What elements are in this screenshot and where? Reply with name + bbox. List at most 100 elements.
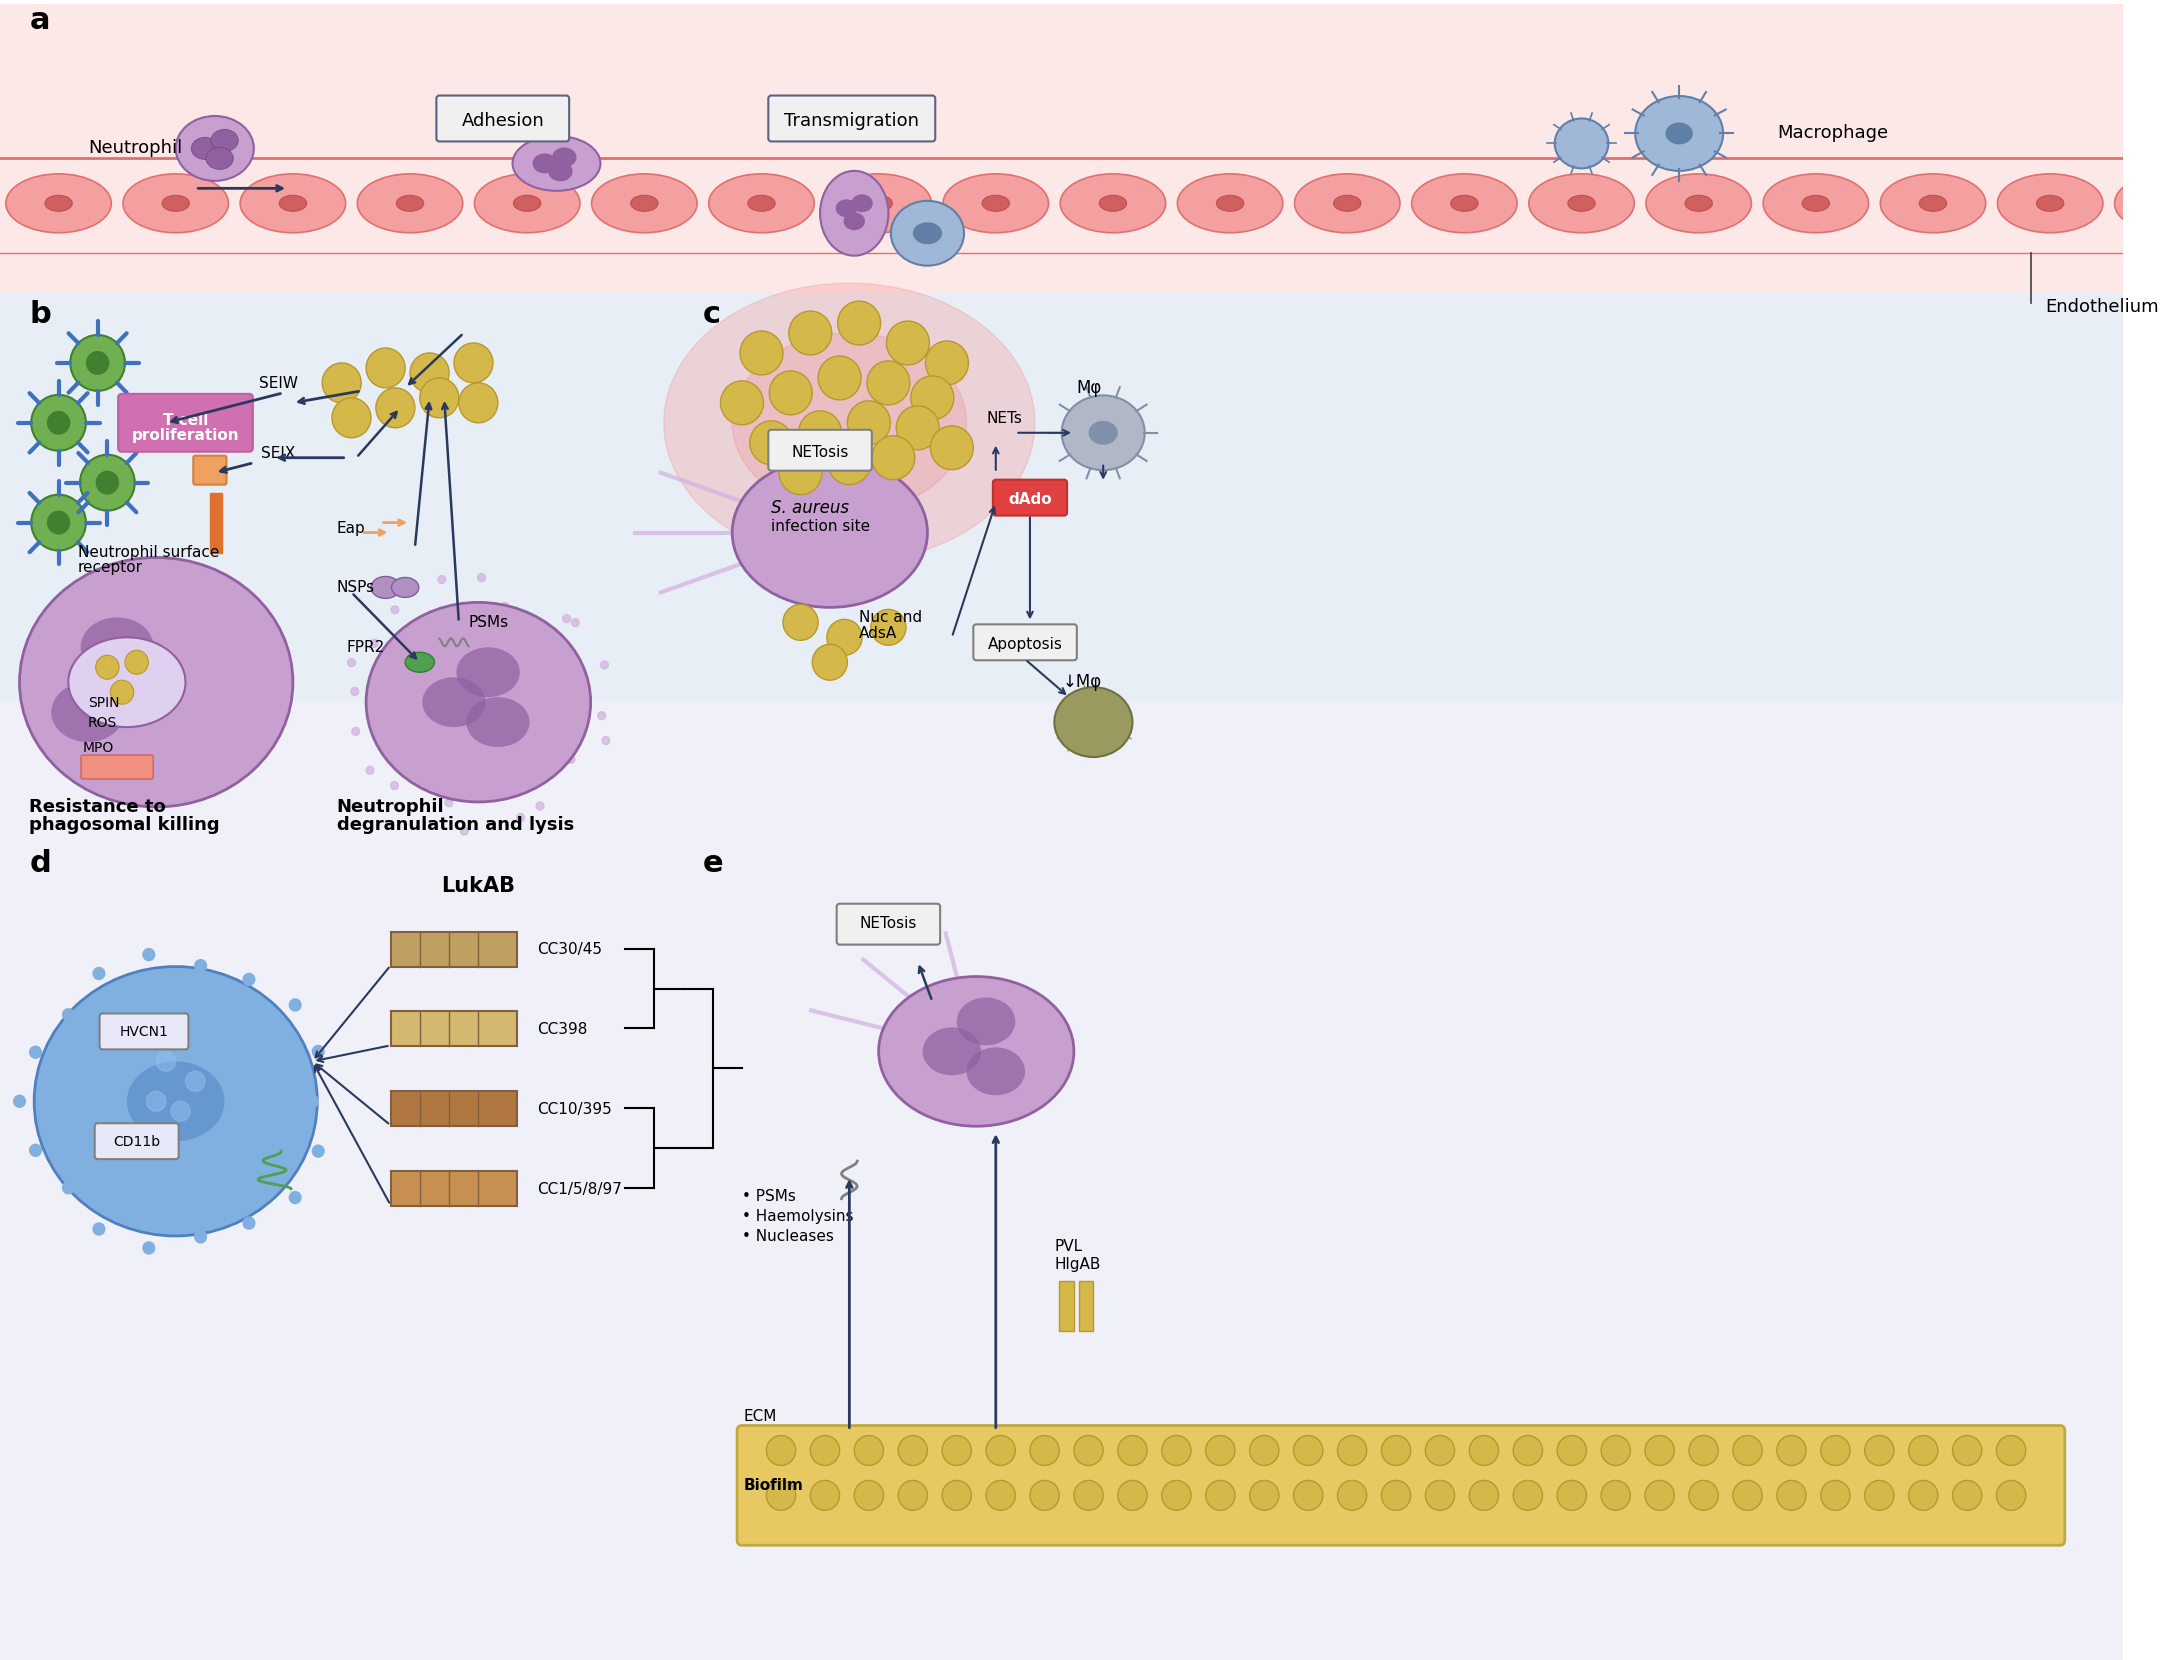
Ellipse shape <box>392 578 420 598</box>
Text: • PSMs: • PSMs <box>742 1189 796 1204</box>
Text: SEIW: SEIW <box>259 375 298 390</box>
Circle shape <box>1470 1481 1499 1511</box>
Ellipse shape <box>733 334 966 513</box>
Ellipse shape <box>709 174 813 232</box>
Circle shape <box>1338 1436 1366 1466</box>
Circle shape <box>1205 1481 1235 1511</box>
Text: Neutrophil: Neutrophil <box>337 798 444 817</box>
Circle shape <box>1470 1436 1499 1466</box>
Circle shape <box>461 827 468 835</box>
Circle shape <box>931 427 974 470</box>
Circle shape <box>365 767 374 774</box>
Ellipse shape <box>1918 196 1947 211</box>
Text: AdsA: AdsA <box>859 626 898 641</box>
Circle shape <box>811 1436 840 1466</box>
Text: HVCN1: HVCN1 <box>120 1026 170 1039</box>
Text: PVL: PVL <box>1055 1238 1083 1253</box>
Circle shape <box>289 1192 300 1204</box>
Circle shape <box>766 1481 796 1511</box>
Ellipse shape <box>944 174 1048 232</box>
Circle shape <box>870 609 907 646</box>
Ellipse shape <box>1088 420 1118 445</box>
Text: PSMs: PSMs <box>468 616 509 631</box>
Ellipse shape <box>914 222 942 244</box>
Circle shape <box>411 354 448 393</box>
FancyBboxPatch shape <box>392 1091 518 1125</box>
Circle shape <box>1777 1436 1805 1466</box>
Ellipse shape <box>1177 174 1283 232</box>
Ellipse shape <box>1529 174 1633 232</box>
Circle shape <box>942 1481 972 1511</box>
Ellipse shape <box>457 647 520 697</box>
Ellipse shape <box>1803 196 1829 211</box>
Text: Nuc and: Nuc and <box>859 611 922 626</box>
Ellipse shape <box>405 652 435 672</box>
Circle shape <box>30 495 85 551</box>
Circle shape <box>333 398 372 438</box>
Circle shape <box>1777 1481 1805 1511</box>
Ellipse shape <box>733 458 927 608</box>
Circle shape <box>365 349 405 388</box>
Circle shape <box>1425 1481 1455 1511</box>
Circle shape <box>985 1481 1016 1511</box>
Text: NETs: NETs <box>985 410 1022 427</box>
Circle shape <box>1644 1481 1675 1511</box>
Ellipse shape <box>1098 196 1127 211</box>
Ellipse shape <box>1059 174 1166 232</box>
Ellipse shape <box>513 136 600 191</box>
FancyBboxPatch shape <box>194 457 226 485</box>
Circle shape <box>837 300 881 345</box>
Circle shape <box>63 1009 74 1021</box>
Circle shape <box>1864 1481 1894 1511</box>
Ellipse shape <box>422 677 485 727</box>
Ellipse shape <box>966 1047 1024 1096</box>
Circle shape <box>1161 1436 1192 1466</box>
Circle shape <box>30 1046 41 1057</box>
Circle shape <box>1910 1481 1938 1511</box>
FancyArrowPatch shape <box>383 520 405 525</box>
FancyBboxPatch shape <box>392 1011 518 1046</box>
Text: CC398: CC398 <box>537 1023 587 1038</box>
Text: Eap: Eap <box>337 521 365 536</box>
Ellipse shape <box>850 194 872 212</box>
Circle shape <box>1161 1481 1192 1511</box>
Ellipse shape <box>1666 123 1692 144</box>
FancyBboxPatch shape <box>768 430 872 471</box>
Ellipse shape <box>1568 196 1594 211</box>
FancyBboxPatch shape <box>100 1014 189 1049</box>
Circle shape <box>1953 1481 1981 1511</box>
Ellipse shape <box>35 966 318 1237</box>
Ellipse shape <box>211 129 239 151</box>
Circle shape <box>1118 1481 1146 1511</box>
Text: Mφ: Mφ <box>1077 378 1101 397</box>
Bar <box>211 493 222 553</box>
Circle shape <box>1733 1481 1762 1511</box>
Ellipse shape <box>513 196 542 211</box>
Circle shape <box>392 606 398 614</box>
Circle shape <box>196 959 207 971</box>
Ellipse shape <box>1879 174 1986 232</box>
Text: ↓Mφ: ↓Mφ <box>1061 674 1101 691</box>
Circle shape <box>185 1071 204 1091</box>
Ellipse shape <box>357 174 463 232</box>
Ellipse shape <box>465 697 531 747</box>
Circle shape <box>1864 1436 1894 1466</box>
Circle shape <box>535 802 544 810</box>
Circle shape <box>896 405 940 450</box>
Circle shape <box>144 1242 154 1253</box>
FancyBboxPatch shape <box>80 755 152 779</box>
Ellipse shape <box>748 196 774 211</box>
Circle shape <box>563 614 570 622</box>
Circle shape <box>307 1096 318 1107</box>
Text: SPIN: SPIN <box>87 696 120 710</box>
Ellipse shape <box>80 618 154 677</box>
Circle shape <box>598 712 605 720</box>
Circle shape <box>1601 1436 1631 1466</box>
Ellipse shape <box>663 284 1035 563</box>
Circle shape <box>1031 1481 1059 1511</box>
Circle shape <box>1557 1436 1586 1466</box>
Text: Apoptosis: Apoptosis <box>987 637 1064 652</box>
Ellipse shape <box>631 196 659 211</box>
Circle shape <box>63 1182 74 1194</box>
Bar <box>0 3 2123 294</box>
